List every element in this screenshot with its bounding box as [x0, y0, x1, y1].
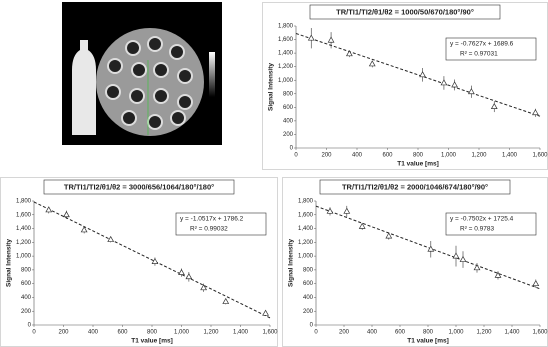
x-axis-label: T1 value [ms]: [407, 338, 449, 345]
x-axis-label: T1 value [ms]: [131, 338, 173, 345]
y-tick-label: 200: [21, 309, 32, 315]
y-tick-label: 1,800: [16, 199, 32, 205]
y-tick-label: 200: [283, 132, 294, 138]
y-tick-label: 800: [21, 267, 32, 273]
y-tick-label: 400: [21, 295, 32, 301]
x-tick-label: 400: [352, 153, 363, 159]
x-tick-label: 1,000: [441, 153, 457, 159]
x-tick-label: 400: [367, 330, 378, 336]
y-tick-label: 1,000: [16, 254, 32, 260]
y-tick-label: 600: [283, 105, 294, 111]
y-tick-label: 1,000: [298, 254, 314, 260]
x-tick-label: 600: [117, 330, 128, 336]
x-tick-label: 600: [382, 153, 393, 159]
y-axis-label: Signal Intensity: [288, 239, 295, 287]
y-tick-label: 800: [283, 91, 294, 97]
x-tick-label: 1,200: [476, 330, 492, 336]
y-tick-label: 1,200: [278, 64, 294, 70]
y-tick-label: 1,400: [16, 226, 32, 232]
y-tick-label: 1,200: [16, 240, 32, 246]
x-tick-label: 1,400: [502, 153, 518, 159]
y-tick-label: 1,600: [16, 212, 32, 218]
chart-title: TR/TI1/TI2/θ1/θ2 = 2000/1046/674/180°/90…: [342, 182, 488, 191]
equation: y = -1.0517x + 1786.2: [180, 216, 244, 223]
y-tick-label: 200: [303, 309, 314, 315]
y-tick-label: 1,800: [298, 199, 314, 205]
x-tick-label: 1,600: [532, 153, 548, 159]
mri-image: [62, 2, 222, 145]
y-tick-label: 1,400: [278, 51, 294, 57]
panel-border: [1, 178, 278, 347]
y-tick-label: 1,600: [278, 37, 294, 43]
x-axis-label: T1 value [ms]: [397, 161, 439, 168]
y-axis-label: Signal Intensity: [6, 239, 13, 287]
y-tick-label: 1,200: [298, 240, 314, 246]
grayscale-bar: [209, 52, 215, 97]
y-tick-label: 1,400: [298, 226, 314, 232]
chart-title: TR/TI1/TI2/θ1/θ2 = 1000/50/670/180°/90°: [336, 7, 474, 16]
chart-panel: TR/TI1/TI2/θ1/θ2 = 1000/50/670/180°/90°0…: [263, 3, 548, 170]
x-tick-label: 400: [88, 330, 99, 336]
r-squared: R² = 0.97031: [460, 51, 498, 58]
x-tick-label: 1,600: [532, 330, 548, 336]
x-tick-label: 800: [147, 330, 158, 336]
x-tick-label: 1,200: [471, 153, 487, 159]
r-squared: R² = 0.9783: [460, 226, 495, 233]
x-tick-label: 800: [413, 153, 424, 159]
panel-border: [263, 3, 548, 170]
chart-panel: TR/TI1/TI2/θ1/θ2 = 2000/1046/674/180°/90…: [283, 178, 548, 347]
x-tick-label: 200: [58, 330, 69, 336]
chart-panel: TR/TI1/TI2/θ1/θ2 = 3000/656/1064/180°/18…: [1, 178, 279, 347]
r-squared: R² = 0.99032: [190, 226, 228, 233]
equation: y = -0.7627x + 1689.6: [450, 41, 514, 48]
x-tick-label: 1,400: [233, 330, 249, 336]
x-tick-label: 1,000: [174, 330, 190, 336]
figure: TR/TI1/TI2/θ1/θ2 = 1000/50/670/180°/90°0…: [0, 0, 548, 347]
x-tick-label: 800: [423, 330, 434, 336]
y-tick-label: 400: [283, 118, 294, 124]
x-tick-label: 200: [321, 153, 332, 159]
chart-title: TR/TI1/TI2/θ1/θ2 = 3000/656/1064/180°/18…: [64, 182, 214, 191]
y-tick-label: 800: [303, 267, 314, 273]
x-tick-label: 1,000: [448, 330, 464, 336]
y-tick-label: 1,000: [278, 78, 294, 84]
x-tick-label: 1,600: [262, 330, 278, 336]
y-tick-label: 400: [303, 295, 314, 301]
x-tick-label: 1,200: [203, 330, 219, 336]
equation: y = -0.7502x + 1725.4: [450, 216, 514, 223]
y-tick-label: 1,800: [278, 24, 294, 30]
panel-border: [283, 178, 548, 347]
y-tick-label: 1,600: [298, 212, 314, 218]
x-tick-label: 600: [395, 330, 406, 336]
x-tick-label: 1,400: [504, 330, 520, 336]
y-tick-label: 600: [303, 281, 314, 287]
y-tick-label: 600: [21, 281, 32, 287]
y-axis-label: Signal Intensity: [268, 63, 275, 111]
x-tick-label: 200: [339, 330, 350, 336]
